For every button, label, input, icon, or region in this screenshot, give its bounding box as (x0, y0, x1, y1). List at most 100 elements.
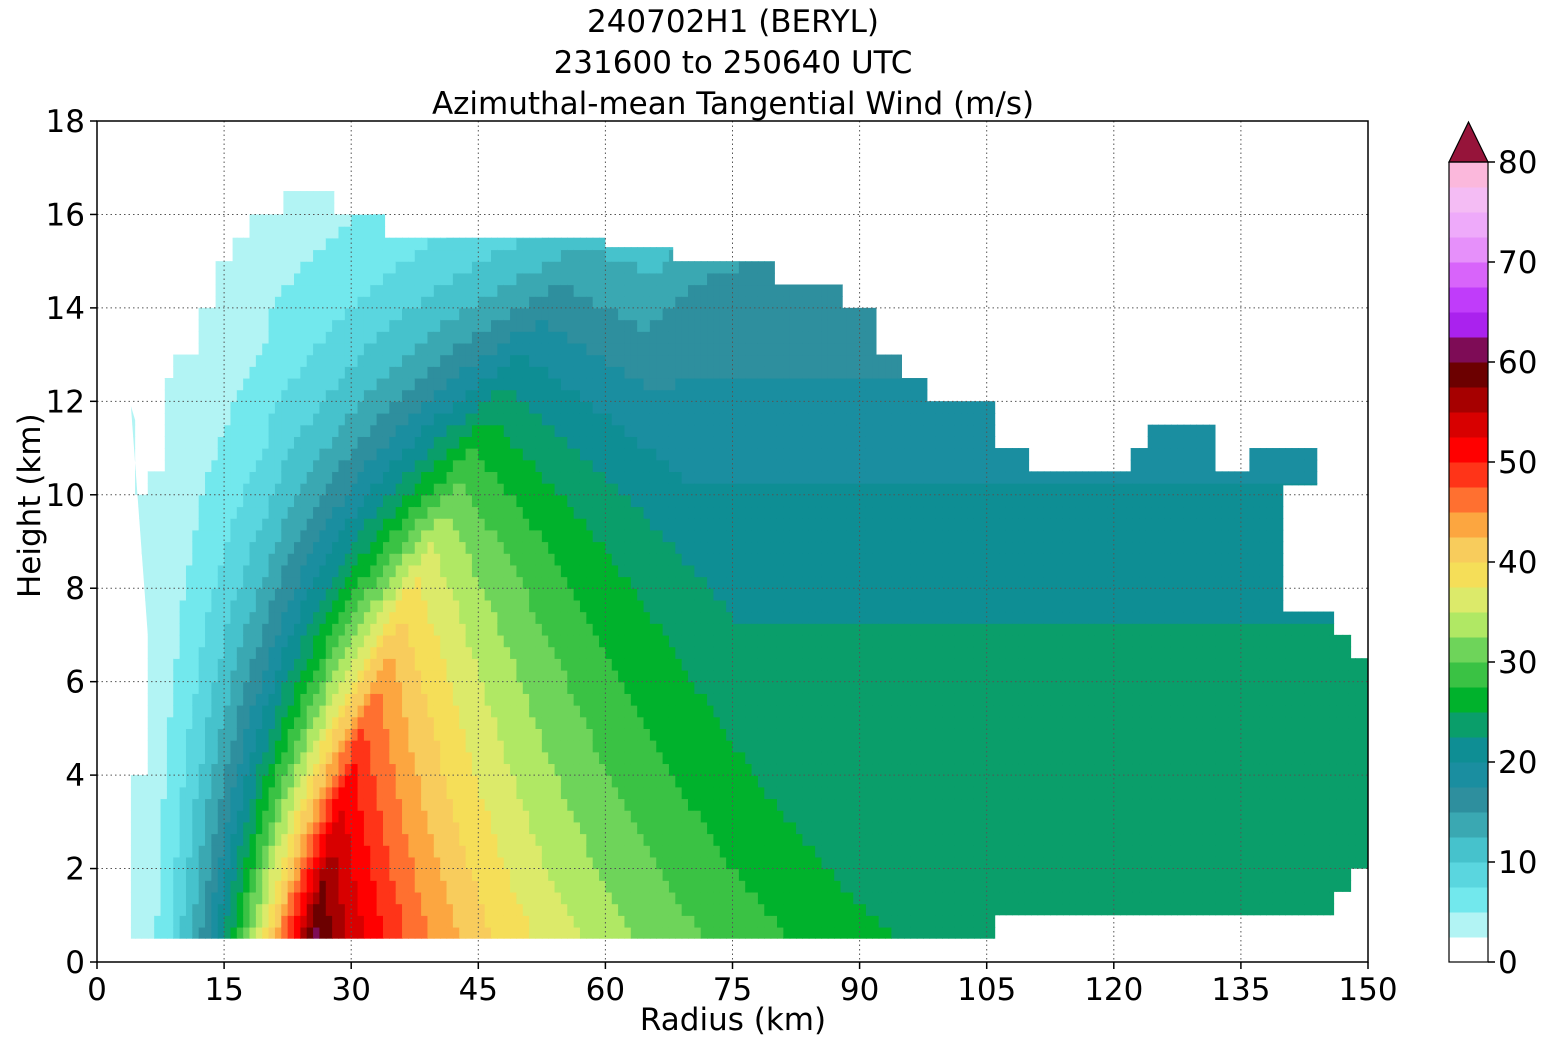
field-cell (351, 518, 359, 531)
field-cell (262, 705, 270, 718)
field-cell (478, 459, 486, 473)
field-cell (268, 705, 276, 718)
field-cell (421, 168, 428, 180)
field-cell (351, 319, 359, 332)
field-cell (154, 296, 162, 309)
field-cell (382, 284, 390, 297)
field-cell (135, 658, 143, 671)
field-cell (319, 646, 327, 659)
field-cell (179, 553, 187, 566)
field-cell (452, 354, 460, 367)
field-cell (414, 249, 422, 262)
field-cell (110, 939, 117, 951)
field-cell (135, 728, 143, 741)
field-cell (230, 354, 238, 367)
field-cell (332, 588, 340, 601)
field-cell (243, 331, 251, 344)
field-cell (503, 775, 511, 788)
field-cell (351, 623, 359, 636)
field-cell (510, 202, 518, 216)
field-cell (332, 845, 340, 858)
field-cell (103, 460, 110, 472)
field-cell (503, 284, 511, 297)
field-cell (471, 448, 479, 461)
field-cell (237, 144, 244, 156)
field-cell (154, 926, 162, 939)
field-cell (358, 156, 365, 168)
field-cell (382, 424, 390, 437)
field-cell (510, 646, 518, 659)
field-cell (230, 658, 238, 671)
field-cell (179, 693, 187, 706)
field-cell (179, 483, 187, 496)
field-cell (440, 168, 447, 180)
field-cell (319, 763, 327, 776)
field-cell (427, 599, 435, 613)
field-cell (332, 740, 340, 753)
field-cell (497, 483, 505, 496)
field-cell (313, 611, 321, 624)
field-cell (130, 483, 136, 496)
field-cell (408, 786, 416, 800)
field-cell (130, 506, 136, 519)
field-cell (166, 868, 174, 881)
field-cell (130, 389, 136, 402)
field-cell (389, 915, 397, 928)
field-cell (446, 249, 454, 262)
field-cell (147, 202, 155, 216)
field-cell (478, 401, 486, 414)
field-cell (306, 249, 314, 262)
field-cell (440, 926, 448, 939)
field-cell (268, 506, 276, 519)
field-cell (281, 401, 289, 414)
field-cell (300, 424, 308, 437)
field-cell (421, 133, 428, 145)
field-cell (396, 950, 403, 962)
field-cell (154, 868, 162, 881)
field-cell (122, 658, 129, 670)
field-cell (294, 471, 301, 484)
field-cell (97, 226, 104, 238)
field-cell (300, 740, 308, 753)
field-cell (135, 366, 143, 379)
field-cell (274, 413, 282, 426)
field-cell (306, 798, 314, 811)
field-cell (459, 693, 467, 706)
field-cell (389, 740, 397, 753)
field-cell (446, 669, 454, 683)
field-cell (287, 307, 295, 321)
field-cell (185, 821, 193, 835)
field-cell (173, 775, 181, 788)
field-cell (97, 355, 104, 367)
field-cell (516, 459, 524, 473)
field-cell (224, 728, 232, 741)
field-cell (281, 564, 289, 578)
field-cell (484, 681, 492, 694)
field-cell (160, 553, 168, 566)
field-cell (116, 717, 123, 729)
field-cell (110, 892, 117, 904)
field-cell (192, 891, 200, 905)
field-cell (110, 577, 117, 589)
field-cell (382, 751, 390, 765)
field-cell (262, 599, 270, 613)
field-cell (147, 716, 155, 729)
field-cell (166, 786, 174, 800)
field-cell (179, 856, 187, 870)
field-cell (325, 705, 333, 718)
field-cell (535, 786, 543, 800)
field-cell (198, 214, 206, 227)
field-cell (433, 728, 441, 741)
field-cell (294, 226, 301, 239)
field-cell (357, 518, 365, 531)
field-cell (294, 950, 301, 962)
field-cell (255, 284, 263, 297)
field-cell (522, 763, 530, 776)
field-cell (192, 226, 200, 239)
field-cell (478, 319, 486, 332)
field-cell (491, 576, 498, 589)
field-cell (357, 623, 365, 636)
field-cell (306, 634, 314, 648)
field-cell (179, 413, 187, 426)
field-cell (344, 483, 352, 496)
